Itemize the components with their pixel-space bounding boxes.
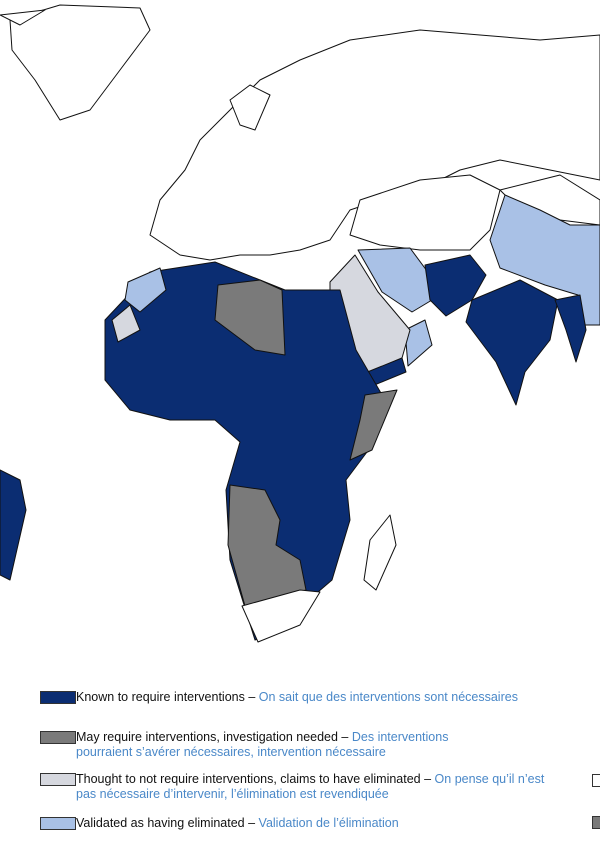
- land: [0, 9, 46, 26]
- region-validated: [489, 194, 600, 326]
- legend-swatch: [592, 816, 600, 829]
- region-known: [465, 279, 559, 406]
- legend-swatch: [40, 773, 76, 786]
- region-validated: [404, 319, 433, 367]
- land: [349, 174, 501, 251]
- land: [241, 589, 321, 643]
- legend-swatch: [592, 774, 600, 787]
- legend-label: Known to require interventions –: [76, 690, 256, 704]
- legend-item: Validated as having eliminated – Validat…: [40, 816, 580, 831]
- region-may: [214, 279, 286, 356]
- legend-label: May require interventions, investigation…: [76, 730, 349, 744]
- legend-swatch: [40, 731, 76, 744]
- legend-label: Thought to not require interventions, cl…: [76, 772, 432, 786]
- legend-swatch: [40, 691, 76, 704]
- region-may: [227, 484, 307, 607]
- legend-swatch: [40, 817, 76, 830]
- legend-translation: On pense qu’il n’est pas nécessaire d’in…: [76, 772, 545, 801]
- region-claimed: [111, 304, 141, 343]
- legend-translation: Des interventions pourraient s’avérer né…: [76, 730, 449, 759]
- region-known: [554, 294, 587, 363]
- region-validated: [124, 267, 167, 313]
- region-known: [104, 261, 386, 641]
- legend-label: Validated as having eliminated –: [76, 816, 256, 830]
- region-may: [349, 389, 398, 461]
- region-known: [0, 469, 27, 581]
- land: [229, 84, 271, 131]
- map: [0, 4, 600, 643]
- legend-item: May require interventions, investigation…: [40, 730, 500, 760]
- legend-item: Known to require interventions – On sait…: [40, 690, 580, 705]
- land: [363, 514, 397, 591]
- land: [9, 4, 151, 121]
- legend-item: Thought to not require interventions, cl…: [40, 772, 550, 802]
- legend-translation: Validation de l’élimination: [258, 816, 399, 830]
- legend-translation: On sait que des interventions sont néces…: [258, 690, 518, 704]
